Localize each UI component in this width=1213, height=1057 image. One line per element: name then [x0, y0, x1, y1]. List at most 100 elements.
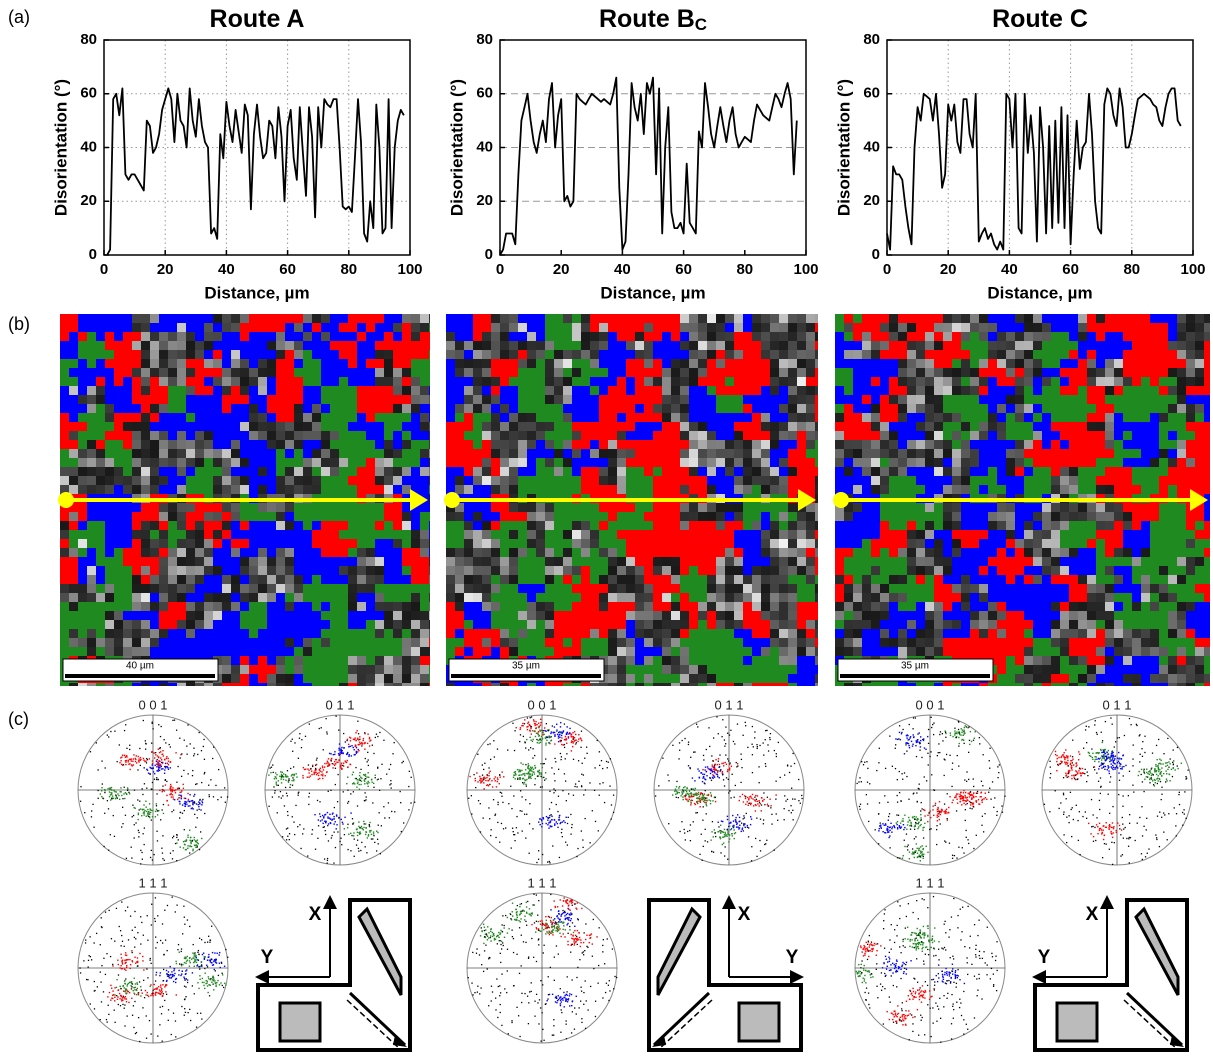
map-cell [1078, 422, 1087, 431]
map-cell [123, 539, 132, 548]
map-cell [734, 422, 743, 431]
map-cell [536, 323, 545, 332]
map-cell [898, 539, 907, 548]
map-cell [835, 566, 844, 575]
map-cell [78, 404, 87, 413]
map-cell [518, 422, 527, 431]
map-cell [581, 683, 590, 686]
map-cell [258, 449, 267, 458]
map-cell [1150, 512, 1159, 521]
map-cell [653, 521, 662, 530]
map-cell [527, 647, 536, 656]
map-cell [1060, 467, 1069, 476]
map-cell [970, 386, 979, 395]
map-cell [420, 422, 429, 431]
map-cell [626, 638, 635, 647]
map-cell [599, 620, 608, 629]
map-cell [69, 314, 78, 323]
map-cell [1150, 548, 1159, 557]
map-cell [1105, 350, 1114, 359]
map-cell [662, 611, 671, 620]
map-cell [491, 512, 500, 521]
map-cell [770, 377, 779, 386]
map-cell [527, 314, 536, 323]
map-cell [204, 485, 213, 494]
map-cell [96, 386, 105, 395]
map-cell [770, 404, 779, 413]
map-cell [402, 503, 411, 512]
map-cell [626, 593, 635, 602]
map-cell [312, 602, 321, 611]
map-cell [1069, 395, 1078, 404]
map-cell [123, 323, 132, 332]
map-cell [1015, 323, 1024, 332]
map-cell [662, 629, 671, 638]
map-cell [689, 629, 698, 638]
map-cell [997, 485, 1006, 494]
map-cell [168, 449, 177, 458]
map-cell [446, 548, 455, 557]
map-cell [635, 548, 644, 557]
map-cell [907, 323, 916, 332]
map-cell [761, 341, 770, 350]
map-cell [617, 395, 626, 404]
map-cell [303, 350, 312, 359]
map-cell [411, 323, 420, 332]
map-cell [69, 341, 78, 350]
map-cell [186, 503, 195, 512]
map-cell [393, 584, 402, 593]
map-cell [970, 593, 979, 602]
map-cell [1051, 593, 1060, 602]
map-cell [114, 575, 123, 584]
map-cell [761, 620, 770, 629]
map-cell [348, 359, 357, 368]
map-cell [114, 629, 123, 638]
map-cell [581, 422, 590, 431]
map-cell [429, 494, 430, 503]
map-cell [608, 449, 617, 458]
map-cell [925, 377, 934, 386]
map-cell [835, 404, 844, 413]
map-cell [644, 548, 653, 557]
map-cell [518, 350, 527, 359]
map-cell [141, 440, 150, 449]
map-cell [907, 530, 916, 539]
map-cell [1150, 377, 1159, 386]
map-cell [411, 332, 420, 341]
map-cell [572, 341, 581, 350]
map-cell [321, 467, 330, 476]
map-cell [779, 530, 788, 539]
map-cell [446, 359, 455, 368]
map-cell [862, 404, 871, 413]
map-cell [420, 323, 429, 332]
map-cell [312, 386, 321, 395]
map-cell [581, 566, 590, 575]
map-cell [536, 512, 545, 521]
map-cell [716, 512, 725, 521]
map-cell [590, 683, 599, 686]
map-cell [231, 413, 240, 422]
map-cell [411, 521, 420, 530]
map-cell [617, 314, 626, 323]
map-cell [889, 314, 898, 323]
map-cell [1105, 575, 1114, 584]
map-cell [527, 611, 536, 620]
map-cell [635, 386, 644, 395]
map-cell [285, 665, 294, 674]
map-cell [880, 584, 889, 593]
map-cell [698, 539, 707, 548]
map-cell [997, 584, 1006, 593]
map-cell [159, 557, 168, 566]
map-cell [889, 485, 898, 494]
map-cell [1123, 530, 1132, 539]
map-cell [635, 377, 644, 386]
map-cell [788, 593, 797, 602]
map-cell [698, 656, 707, 665]
map-cell [303, 593, 312, 602]
map-cell [1123, 440, 1132, 449]
map-cell [1006, 395, 1015, 404]
map-cell [608, 557, 617, 566]
map-cell [752, 413, 761, 422]
map-cell [572, 611, 581, 620]
map-cell [590, 359, 599, 368]
